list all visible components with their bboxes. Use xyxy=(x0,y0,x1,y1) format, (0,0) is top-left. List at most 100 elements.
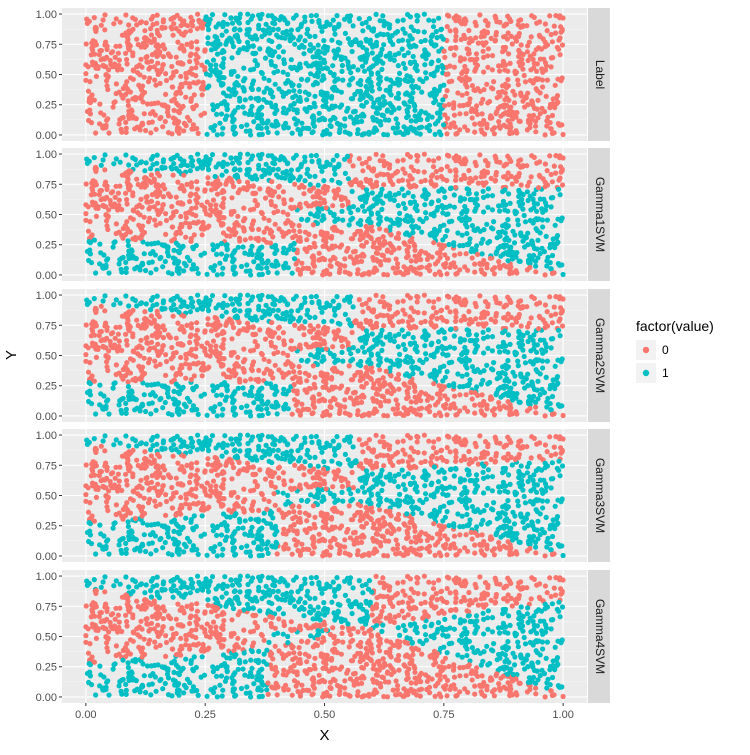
data-point xyxy=(435,208,440,213)
data-point xyxy=(336,23,341,28)
data-point xyxy=(495,95,500,100)
data-point xyxy=(544,94,549,99)
data-point xyxy=(281,351,286,356)
data-point xyxy=(531,253,536,258)
data-point xyxy=(219,111,224,116)
data-point xyxy=(422,310,427,315)
data-point xyxy=(159,306,164,311)
data-point xyxy=(202,205,207,210)
data-point xyxy=(390,33,395,38)
data-point xyxy=(225,178,230,183)
data-point xyxy=(159,25,164,30)
data-point xyxy=(160,102,165,107)
data-point xyxy=(229,336,234,341)
data-point xyxy=(340,359,345,364)
data-point xyxy=(516,60,521,65)
data-point xyxy=(481,258,486,263)
data-point xyxy=(321,319,326,324)
data-point xyxy=(514,270,519,275)
data-point xyxy=(171,173,176,178)
data-point xyxy=(365,191,370,196)
data-point xyxy=(193,354,198,359)
data-point xyxy=(339,371,344,376)
data-point xyxy=(538,174,543,179)
data-point xyxy=(453,271,458,276)
data-point xyxy=(246,44,251,49)
data-point xyxy=(244,410,249,415)
data-point xyxy=(257,327,262,332)
data-point xyxy=(346,176,351,181)
data-point xyxy=(116,332,121,337)
data-point xyxy=(353,37,358,42)
data-point xyxy=(312,34,317,39)
data-point xyxy=(258,16,263,21)
data-point xyxy=(520,207,525,212)
data-point xyxy=(462,64,467,69)
data-point xyxy=(153,112,158,117)
data-point xyxy=(442,195,447,200)
data-point xyxy=(453,34,458,39)
data-point xyxy=(545,42,550,47)
data-point xyxy=(481,209,486,214)
data-point xyxy=(123,152,128,157)
data-point xyxy=(182,48,187,53)
data-point xyxy=(104,187,109,192)
data-point xyxy=(512,92,517,97)
data-point xyxy=(472,209,477,214)
data-point xyxy=(97,121,102,126)
data-point xyxy=(550,382,555,387)
data-point xyxy=(286,89,291,94)
data-point xyxy=(177,126,182,131)
data-point xyxy=(256,163,261,168)
data-point xyxy=(403,31,408,36)
data-point xyxy=(377,241,382,246)
data-point xyxy=(292,346,297,351)
data-point xyxy=(411,268,416,273)
data-point xyxy=(262,172,267,177)
data-point xyxy=(449,122,454,127)
data-point xyxy=(209,47,214,52)
data-point xyxy=(340,344,345,349)
data-point xyxy=(142,111,147,116)
data-point xyxy=(196,271,201,276)
data-point xyxy=(419,230,424,235)
data-point xyxy=(275,270,280,275)
data-point xyxy=(232,308,237,313)
data-point xyxy=(548,260,553,265)
data-point xyxy=(244,122,249,127)
data-point xyxy=(148,130,153,135)
data-point xyxy=(485,193,490,198)
data-point xyxy=(346,271,351,276)
data-point xyxy=(394,235,399,240)
data-point xyxy=(520,164,525,169)
data-point xyxy=(158,69,163,74)
data-point xyxy=(241,78,246,83)
data-point xyxy=(189,20,194,25)
data-point xyxy=(318,195,323,200)
data-point xyxy=(215,52,220,57)
data-point xyxy=(253,33,258,38)
data-point xyxy=(372,125,377,130)
data-point xyxy=(241,206,246,211)
data-point xyxy=(93,270,98,275)
data-point xyxy=(195,152,200,157)
data-point xyxy=(405,108,410,113)
y-tick-label: 0.50 xyxy=(36,70,57,82)
data-point xyxy=(289,57,294,62)
data-point xyxy=(520,348,525,353)
data-point xyxy=(131,207,136,212)
data-point xyxy=(174,90,179,95)
data-point xyxy=(308,188,313,193)
data-point xyxy=(350,96,355,101)
data-point xyxy=(419,90,424,95)
data-point xyxy=(104,195,109,200)
data-point xyxy=(339,69,344,74)
data-point xyxy=(259,252,264,257)
data-point xyxy=(304,378,309,383)
data-point xyxy=(305,217,310,222)
data-point xyxy=(306,63,311,68)
data-point xyxy=(297,203,302,208)
data-point xyxy=(296,177,301,182)
data-point xyxy=(550,271,555,276)
data-point xyxy=(380,201,385,206)
